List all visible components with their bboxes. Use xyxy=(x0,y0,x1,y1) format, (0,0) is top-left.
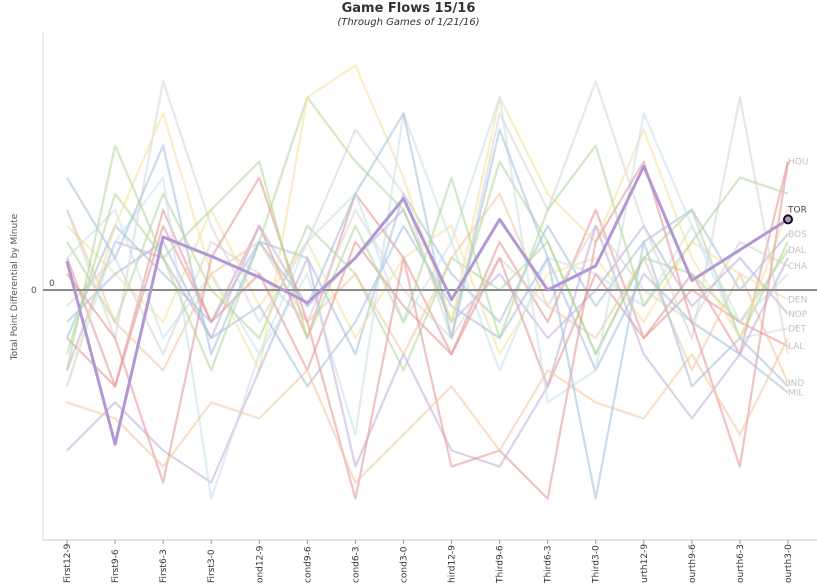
highlight-end-marker xyxy=(783,214,793,225)
zero-axis-label: 0 xyxy=(31,286,37,296)
series-label-nop: NOP xyxy=(788,310,808,320)
x-tick-label: urth12-9 xyxy=(640,544,650,583)
series-line xyxy=(65,80,790,355)
highlight-series xyxy=(65,164,793,446)
x-tick-label: ourth9-6 xyxy=(688,544,698,583)
x-tick-label: cond9-6 xyxy=(303,546,313,583)
series-lines xyxy=(65,64,790,500)
series-label-mil: MIL xyxy=(788,389,803,399)
x-tick-label: cond3-0 xyxy=(400,546,410,583)
series-label-den: DEN xyxy=(788,296,807,306)
series-line xyxy=(66,112,789,500)
zero-label-left: 0 xyxy=(49,279,55,289)
x-tick-label: ond12-9 xyxy=(255,545,265,583)
x-tick-label: First6-3 xyxy=(159,549,169,583)
series-label-lal: LAL xyxy=(788,342,804,352)
series-label-hou: HOU xyxy=(788,158,808,168)
series-label-det: DET xyxy=(788,325,807,335)
zero-line-group: 00 xyxy=(31,279,817,296)
series-line xyxy=(65,96,789,500)
series-line-highlight xyxy=(65,164,789,446)
series-label-tor: TOR xyxy=(787,205,807,215)
series-label-dal: DAL xyxy=(788,246,806,256)
x-tick-label: First9-6 xyxy=(111,549,121,583)
x-tick-label: cond6-3 xyxy=(351,546,361,583)
series-label-cha: CHA xyxy=(788,262,808,272)
x-tick-label: ourth6-3 xyxy=(736,544,746,583)
x-tick-label: hird12-9 xyxy=(448,545,458,583)
plot-frame xyxy=(42,33,817,541)
x-tick-label: First12-9 xyxy=(63,543,73,583)
x-axis-labels: First12-9 First9-6 First6-3 First3-0 ond12-9… xyxy=(63,543,794,584)
chart-title: Game Flows 15/16 xyxy=(341,1,476,16)
series-line xyxy=(66,160,790,500)
x-tick-label: Third6-3 xyxy=(544,545,554,584)
series-line xyxy=(66,337,789,484)
series-label-ind: IND xyxy=(788,379,804,389)
x-tick-label: Third3-0 xyxy=(592,545,602,584)
series-line xyxy=(66,192,789,372)
x-tick-label: Third9-6 xyxy=(496,545,506,584)
series-label-bos: BOS xyxy=(788,230,807,240)
x-tick-label: ourth3-0 xyxy=(784,544,794,583)
x-axis-ticks xyxy=(66,540,789,544)
chart-subtitle: (Through Games of 1/21/16) xyxy=(337,17,480,28)
x-tick-label: First3-0 xyxy=(207,549,217,583)
